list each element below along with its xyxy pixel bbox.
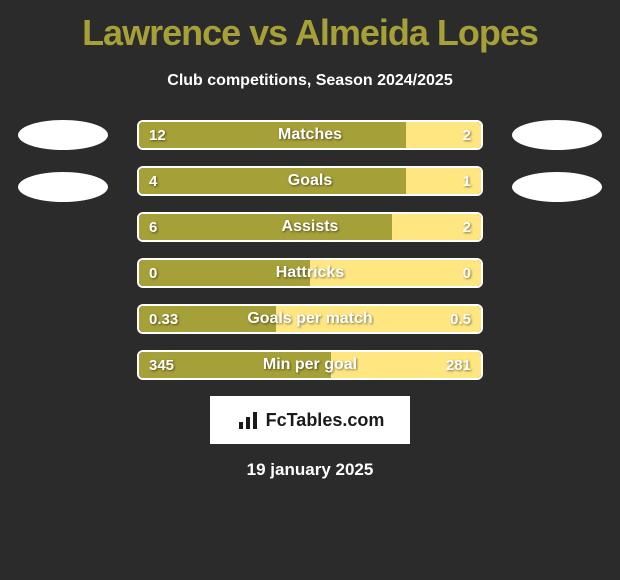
bar-right bbox=[331, 352, 481, 378]
bar-right bbox=[392, 214, 481, 240]
bar-right bbox=[276, 306, 481, 332]
bar-left bbox=[139, 352, 331, 378]
bar-left bbox=[139, 260, 310, 286]
bar-left bbox=[139, 214, 392, 240]
bar-right bbox=[406, 168, 481, 194]
avatar-right-1 bbox=[512, 120, 602, 150]
stat-bar-goals: 4 Goals 1 bbox=[137, 166, 483, 196]
stat-bar-assists: 6 Assists 2 bbox=[137, 212, 483, 242]
stat-bar-goals-per-match: 0.33 Goals per match 0.5 bbox=[137, 304, 483, 334]
bar-left bbox=[139, 306, 276, 332]
stat-bar-hattricks: 0 Hattricks 0 bbox=[137, 258, 483, 288]
comparison-area: 12 Matches 2 4 Goals 1 6 Assists 2 0 Hat… bbox=[0, 120, 620, 380]
stat-bar-matches: 12 Matches 2 bbox=[137, 120, 483, 150]
bar-left bbox=[139, 168, 406, 194]
page-title: Lawrence vs Almeida Lopes bbox=[0, 0, 620, 54]
date-text: 19 january 2025 bbox=[0, 460, 620, 480]
subtitle: Club competitions, Season 2024/2025 bbox=[0, 72, 620, 90]
bar-right bbox=[406, 122, 481, 148]
avatar-left-2 bbox=[18, 172, 108, 202]
branding-text: FcTables.com bbox=[266, 410, 385, 431]
branding-box[interactable]: FcTables.com bbox=[210, 396, 410, 444]
avatar-left-1 bbox=[18, 120, 108, 150]
stat-bar-min-per-goal: 345 Min per goal 281 bbox=[137, 350, 483, 380]
bars-container: 12 Matches 2 4 Goals 1 6 Assists 2 0 Hat… bbox=[137, 120, 483, 380]
chart-icon bbox=[236, 408, 260, 432]
bar-right bbox=[310, 260, 481, 286]
bar-left bbox=[139, 122, 406, 148]
avatar-right-2 bbox=[512, 172, 602, 202]
